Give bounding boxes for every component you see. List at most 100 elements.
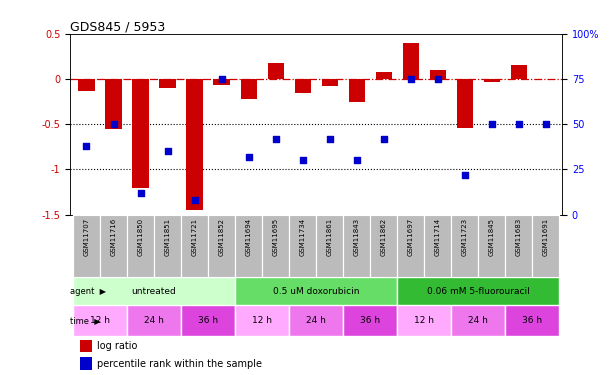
Point: [514, 121, 524, 127]
Text: GSM11843: GSM11843: [354, 218, 360, 256]
Bar: [505, 214, 532, 277]
Bar: [295, 79, 311, 93]
Bar: [484, 79, 500, 82]
Bar: [424, 214, 452, 277]
Point: [433, 76, 443, 82]
Point: [244, 154, 254, 160]
Text: 36 h: 36 h: [198, 316, 218, 325]
Text: GSM11695: GSM11695: [273, 218, 279, 256]
Bar: [532, 214, 560, 277]
Bar: [80, 340, 92, 352]
Bar: [78, 79, 95, 91]
Text: GSM11694: GSM11694: [246, 218, 252, 256]
Bar: [127, 305, 181, 336]
Text: GDS845 / 5953: GDS845 / 5953: [70, 21, 166, 34]
Bar: [159, 79, 176, 88]
Bar: [127, 214, 154, 277]
Bar: [208, 214, 235, 277]
Point: [325, 136, 335, 142]
Bar: [397, 305, 452, 336]
Text: GSM11714: GSM11714: [435, 218, 441, 256]
Text: log ratio: log ratio: [97, 341, 137, 351]
Bar: [403, 43, 419, 79]
Point: [352, 158, 362, 164]
Text: GSM11707: GSM11707: [84, 218, 89, 256]
Text: GSM11862: GSM11862: [381, 218, 387, 256]
Text: GSM11852: GSM11852: [219, 218, 225, 256]
Text: 0.5 uM doxorubicin: 0.5 uM doxorubicin: [273, 287, 359, 296]
Bar: [343, 305, 397, 336]
Bar: [268, 63, 284, 79]
Text: GSM11851: GSM11851: [164, 218, 170, 256]
Bar: [478, 214, 505, 277]
Bar: [456, 79, 473, 128]
Bar: [349, 79, 365, 102]
Point: [136, 190, 145, 196]
Text: 24 h: 24 h: [469, 316, 488, 325]
Text: GSM11697: GSM11697: [408, 218, 414, 256]
Point: [189, 197, 199, 203]
Point: [217, 76, 227, 82]
Bar: [511, 65, 527, 79]
Point: [298, 158, 307, 164]
Text: GSM11721: GSM11721: [192, 218, 197, 256]
Text: time  ▶: time ▶: [70, 316, 101, 325]
Text: 12 h: 12 h: [252, 316, 272, 325]
Text: percentile rank within the sample: percentile rank within the sample: [97, 358, 262, 369]
Text: agent  ▶: agent ▶: [70, 287, 106, 296]
Bar: [376, 72, 392, 79]
Bar: [452, 305, 505, 336]
Point: [109, 121, 119, 127]
Bar: [105, 79, 122, 129]
Text: 0.06 mM 5-fluorouracil: 0.06 mM 5-fluorouracil: [427, 287, 530, 296]
Bar: [289, 305, 343, 336]
Bar: [235, 277, 397, 305]
Bar: [235, 214, 262, 277]
Bar: [397, 277, 560, 305]
Text: 24 h: 24 h: [306, 316, 326, 325]
Point: [460, 172, 470, 178]
Bar: [316, 214, 343, 277]
Bar: [213, 79, 230, 86]
Bar: [73, 305, 127, 336]
Bar: [289, 214, 316, 277]
Bar: [430, 70, 446, 79]
Bar: [235, 305, 289, 336]
Text: GSM11691: GSM11691: [543, 218, 549, 256]
Bar: [321, 79, 338, 86]
Text: GSM11683: GSM11683: [516, 218, 522, 256]
Text: GSM11850: GSM11850: [137, 218, 144, 256]
Point: [379, 136, 389, 142]
Bar: [100, 214, 127, 277]
Text: GSM11716: GSM11716: [111, 218, 117, 256]
Text: 12 h: 12 h: [414, 316, 434, 325]
Bar: [133, 79, 148, 188]
Text: GSM11845: GSM11845: [489, 218, 495, 256]
Bar: [181, 305, 235, 336]
Bar: [186, 79, 203, 210]
Bar: [181, 214, 208, 277]
Text: 36 h: 36 h: [360, 316, 380, 325]
Text: GSM11861: GSM11861: [327, 218, 333, 256]
Bar: [154, 214, 181, 277]
Bar: [262, 214, 289, 277]
Point: [271, 136, 280, 142]
Bar: [397, 214, 424, 277]
Text: GSM11723: GSM11723: [462, 218, 468, 256]
Text: untreated: untreated: [131, 287, 177, 296]
Text: 24 h: 24 h: [144, 316, 164, 325]
Bar: [452, 214, 478, 277]
Point: [163, 148, 172, 154]
Text: 36 h: 36 h: [522, 316, 543, 325]
Point: [541, 121, 551, 127]
Bar: [505, 305, 560, 336]
Text: GSM11734: GSM11734: [299, 218, 306, 256]
Bar: [80, 357, 92, 369]
Bar: [73, 277, 235, 305]
Text: 12 h: 12 h: [90, 316, 110, 325]
Bar: [370, 214, 397, 277]
Bar: [241, 79, 257, 99]
Bar: [73, 214, 100, 277]
Point: [82, 143, 92, 149]
Point: [406, 76, 415, 82]
